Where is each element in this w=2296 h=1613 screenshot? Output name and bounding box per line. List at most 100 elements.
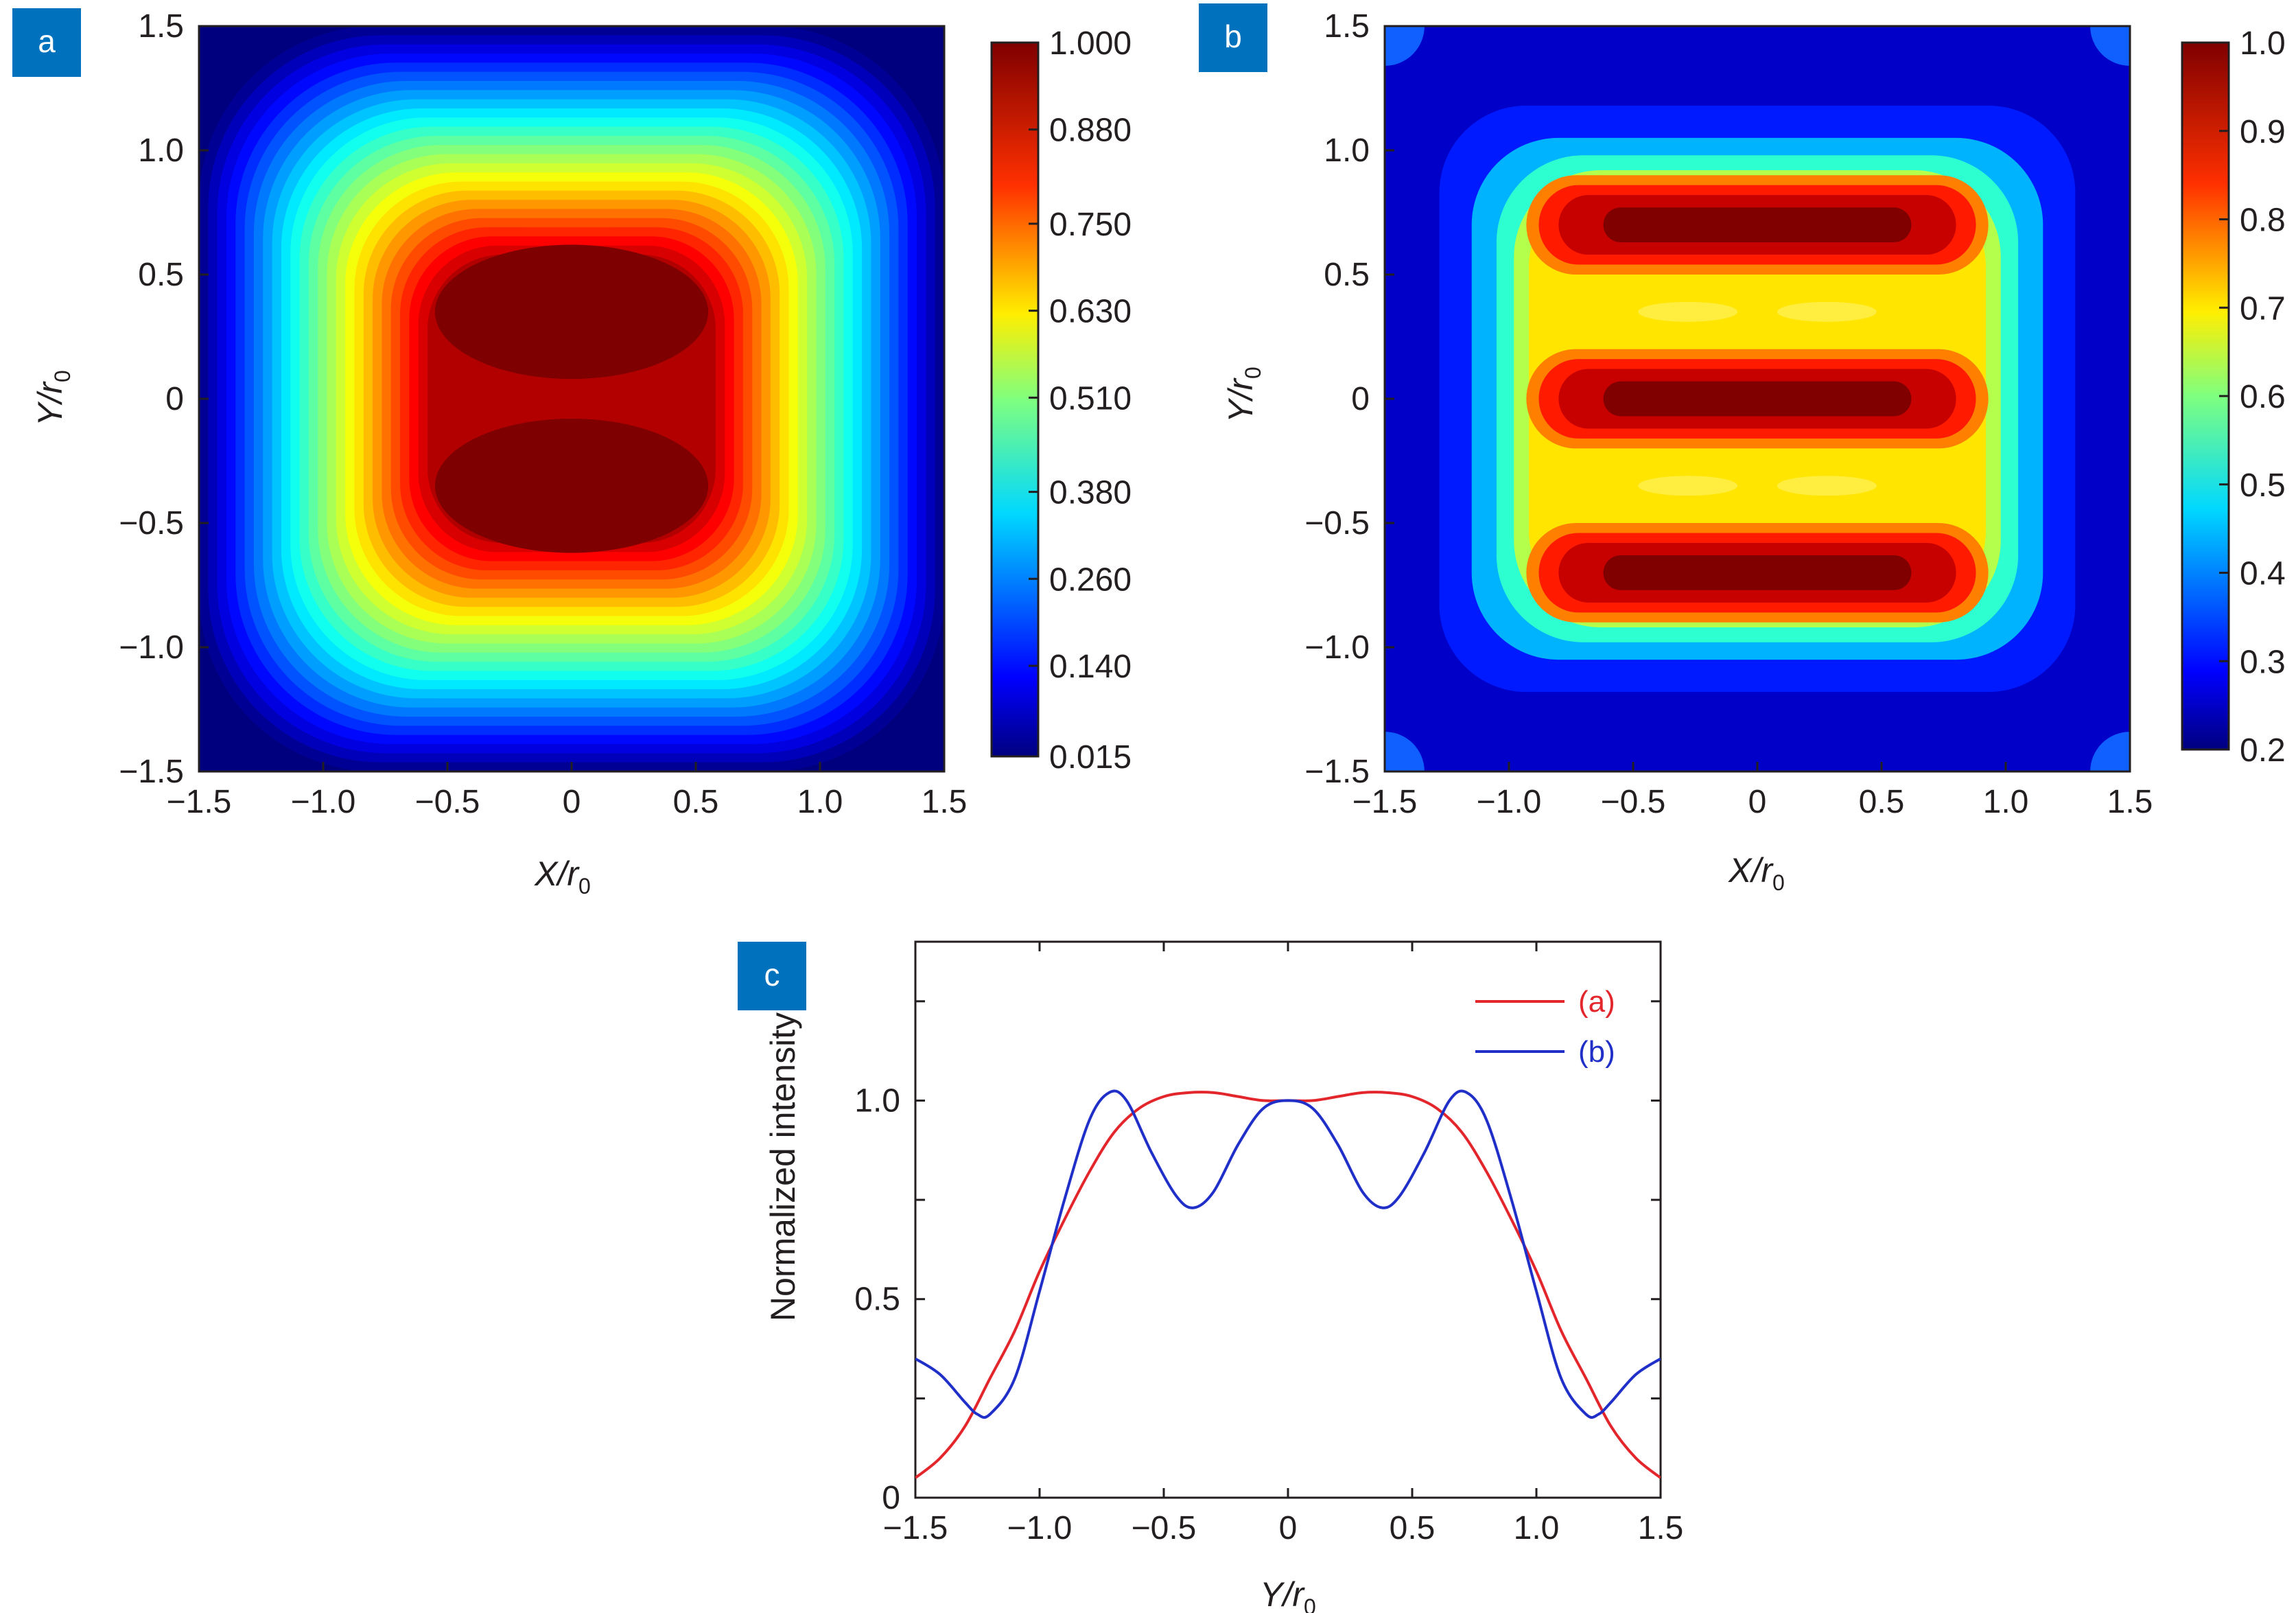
colorbar-b-tick-label-1: 0.9 — [2240, 114, 2286, 150]
heatmap-b-ytick-label-5: −1.0 — [1304, 629, 1370, 666]
panel-badge-a: a — [12, 8, 81, 77]
line-chart-c: −1.5 −1.0 −0.5 0 0.5 1.0 1.5 0 0.5 1.0 (a) (b) Y/… — [764, 940, 1683, 1613]
heatmap-b-band-2-level-3 — [1603, 555, 1912, 590]
heatmap-a-ylabel-main: Y/r — [31, 381, 69, 426]
heatmap-a-xtick-label-2: −0.5 — [415, 784, 480, 820]
colorbar-a-tick-label-2: 0.750 — [1049, 207, 1132, 243]
heatmap-b-xtick-label-1: −1.0 — [1477, 784, 1542, 820]
heatmap-b-gap-1-0 — [1638, 476, 1738, 496]
heatmap-b-xtick-label-4: 0.5 — [1859, 784, 1905, 820]
panel-badge-a-box — [12, 8, 81, 77]
colorbar-a: 1.000 0.880 0.750 0.630 0.510 0.380 0.260 0.140… — [990, 25, 1132, 776]
heatmap-a-xlabel-sub: 0 — [578, 874, 591, 898]
line-chart-c-series — [915, 1089, 1661, 1479]
colorbar-a-tick-label-6: 0.260 — [1049, 561, 1132, 598]
heatmap-b-ytick-label-1: 1.0 — [1324, 132, 1370, 169]
heatmap-b-corner-1 — [2090, 26, 2130, 66]
line-chart-c-xtick-label-2: −0.5 — [1132, 1510, 1197, 1546]
heatmap-b-xlabel: X/r0 — [1728, 851, 1785, 895]
heatmap-b-ylabel: Y/r0 — [1221, 367, 1265, 423]
heatmap-a-xtick-label-0: −1.5 — [167, 784, 232, 820]
heatmap-b-ytick-label-4: −0.5 — [1304, 505, 1370, 542]
heatmap-b-xtick-label-2: −0.5 — [1601, 784, 1666, 820]
legend: (a) (b) — [1475, 985, 1615, 1069]
heatmap-a-ytick-label-6: −1.5 — [119, 754, 184, 790]
colorbar-b-tick-label-6: 0.4 — [2240, 556, 2286, 592]
heatmap-b-xtick-label-0: −1.5 — [1352, 784, 1418, 820]
heatmap-a-ytick-label-3: 0 — [165, 381, 184, 417]
heatmap-a-xtick-label-5: 1.0 — [797, 784, 843, 820]
colorbar-b: 1.0 0.9 0.8 0.7 0.6 0.5 0.4 0.3 0.2 — [2181, 25, 2286, 769]
heatmap-a-contours — [199, 26, 944, 771]
heatmap-b-xtick-label-5: 1.0 — [1983, 784, 2029, 820]
heatmap-b-axes: −1.5 −1.0 −0.5 0 0.5 1.0 1.5 1.5 1.0 0.5 0 −0.5 −1.0… — [1304, 8, 2153, 820]
line-chart-c-xtick-label-6: 1.5 — [1638, 1510, 1684, 1546]
panel-badge-c-label: c — [764, 957, 780, 993]
line-chart-c-xlabel-sub: 0 — [1304, 1594, 1316, 1613]
colorbar-a-tick-label-3: 0.630 — [1049, 294, 1132, 330]
colorbar-a-tick-label-8: 0.015 — [1049, 739, 1132, 776]
heatmap-b-gap-0-1 — [1777, 301, 1877, 322]
colorbar-a-tick-label-1: 0.880 — [1049, 113, 1132, 149]
colorbar-b-tick-label-5: 0.5 — [2240, 467, 2286, 504]
legend-label-a: (a) — [1578, 985, 1615, 1019]
heatmap-a-ylabel: Y/r0 — [31, 370, 75, 426]
heatmap-b-ytick-label-0: 1.5 — [1324, 8, 1370, 45]
line-chart-c-ytick-label-2: 1.0 — [854, 1082, 900, 1119]
panel-badge-b-box — [1199, 3, 1267, 72]
heatmap-a-ylabel-sub: 0 — [50, 370, 75, 382]
heatmap-b-ytick-label-3: 0 — [1351, 381, 1370, 417]
heatmap-b-contours — [1385, 26, 2130, 771]
colorbar-b-tick-label-8: 0.2 — [2240, 732, 2286, 769]
colorbar-a-tick-label-5: 0.380 — [1049, 475, 1132, 511]
heatmap-a: −1.5 −1.0 −0.5 0 0.5 1.0 1.5 1.5 1.0 0.5 0 −0.5 −1.0… — [31, 8, 1132, 898]
heatmap-a-xtick-label-3: 0 — [563, 784, 581, 820]
heatmap-b-gap-1-1 — [1777, 476, 1877, 496]
heatmap-b-ytick-label-2: 0.5 — [1324, 257, 1370, 293]
colorbar-b-tick-label-4: 0.6 — [2240, 379, 2286, 415]
heatmap-a-plot-area — [199, 26, 944, 771]
heatmap-b-xtick-label-3: 0 — [1748, 784, 1767, 820]
colorbar-a-bar — [990, 41, 1040, 758]
series-b-line — [915, 1089, 1661, 1419]
colorbar-a-tick-label-7: 0.140 — [1049, 649, 1132, 685]
series-a-line — [915, 1091, 1661, 1479]
line-chart-c-ytick-label-1: 0.5 — [854, 1281, 900, 1318]
heatmap-b-plot-area — [1385, 26, 2130, 771]
colorbar-b-ticks: 1.0 0.9 0.8 0.7 0.6 0.5 0.4 0.3 0.2 — [2219, 25, 2286, 769]
panel-badge-b: b — [1199, 3, 1267, 72]
heatmap-b-corner-3 — [2090, 732, 2130, 771]
heatmap-b: −1.5 −1.0 −0.5 0 0.5 1.0 1.5 1.5 1.0 0.5 0 −0.5 −1.0… — [1221, 8, 2286, 895]
heatmap-a-xtick-label-6: 1.5 — [922, 784, 968, 820]
colorbar-a-tick-label-4: 0.510 — [1049, 380, 1132, 417]
heatmap-b-ylabel-main: Y/r — [1221, 378, 1260, 423]
heatmap-b-corner-2 — [1385, 732, 1425, 771]
heatmap-b-corner-0 — [1385, 26, 1425, 66]
heatmap-a-lobe-1 — [434, 244, 709, 380]
line-chart-c-xtick-label-1: −1.0 — [1007, 1510, 1073, 1546]
heatmap-a-xlabel-main: X/r — [534, 855, 580, 893]
colorbar-b-tick-label-7: 0.3 — [2240, 644, 2286, 680]
colorbar-b-tick-label-0: 1.0 — [2240, 25, 2286, 62]
heatmap-b-ytick-label-6: −1.5 — [1304, 754, 1370, 790]
line-chart-c-xtick-label-3: 0 — [1279, 1510, 1298, 1546]
heatmap-a-xlabel: X/r0 — [534, 855, 591, 898]
heatmap-b-xlabel-main: X/r — [1728, 851, 1774, 890]
heatmap-a-ytick-label-5: −1.0 — [119, 629, 184, 666]
heatmap-b-band-0-level-3 — [1603, 207, 1912, 242]
line-chart-c-axes: −1.5 −1.0 −0.5 0 0.5 1.0 1.5 0 0.5 1.0 — [854, 942, 1683, 1546]
heatmap-a-ytick-label-2: 0.5 — [138, 257, 184, 293]
line-chart-c-xtick-label-4: 0.5 — [1390, 1510, 1436, 1546]
heatmap-a-lobe-0 — [434, 418, 709, 553]
panel-badge-b-label: b — [1224, 19, 1242, 54]
heatmap-b-ylabel-sub: 0 — [1241, 367, 1265, 379]
heatmap-b-xlabel-sub: 0 — [1772, 870, 1785, 895]
line-chart-c-xlabel: Y/r0 — [1260, 1575, 1316, 1613]
panel-badge-c: c — [738, 942, 806, 1010]
line-chart-c-frame — [914, 940, 1662, 1499]
colorbar-a-tick-label-0: 1.000 — [1049, 25, 1132, 62]
legend-label-b: (b) — [1578, 1035, 1615, 1069]
heatmap-a-xtick-label-4: 0.5 — [673, 784, 719, 820]
line-chart-c-ylabel: Normalized intensity — [764, 1012, 802, 1321]
